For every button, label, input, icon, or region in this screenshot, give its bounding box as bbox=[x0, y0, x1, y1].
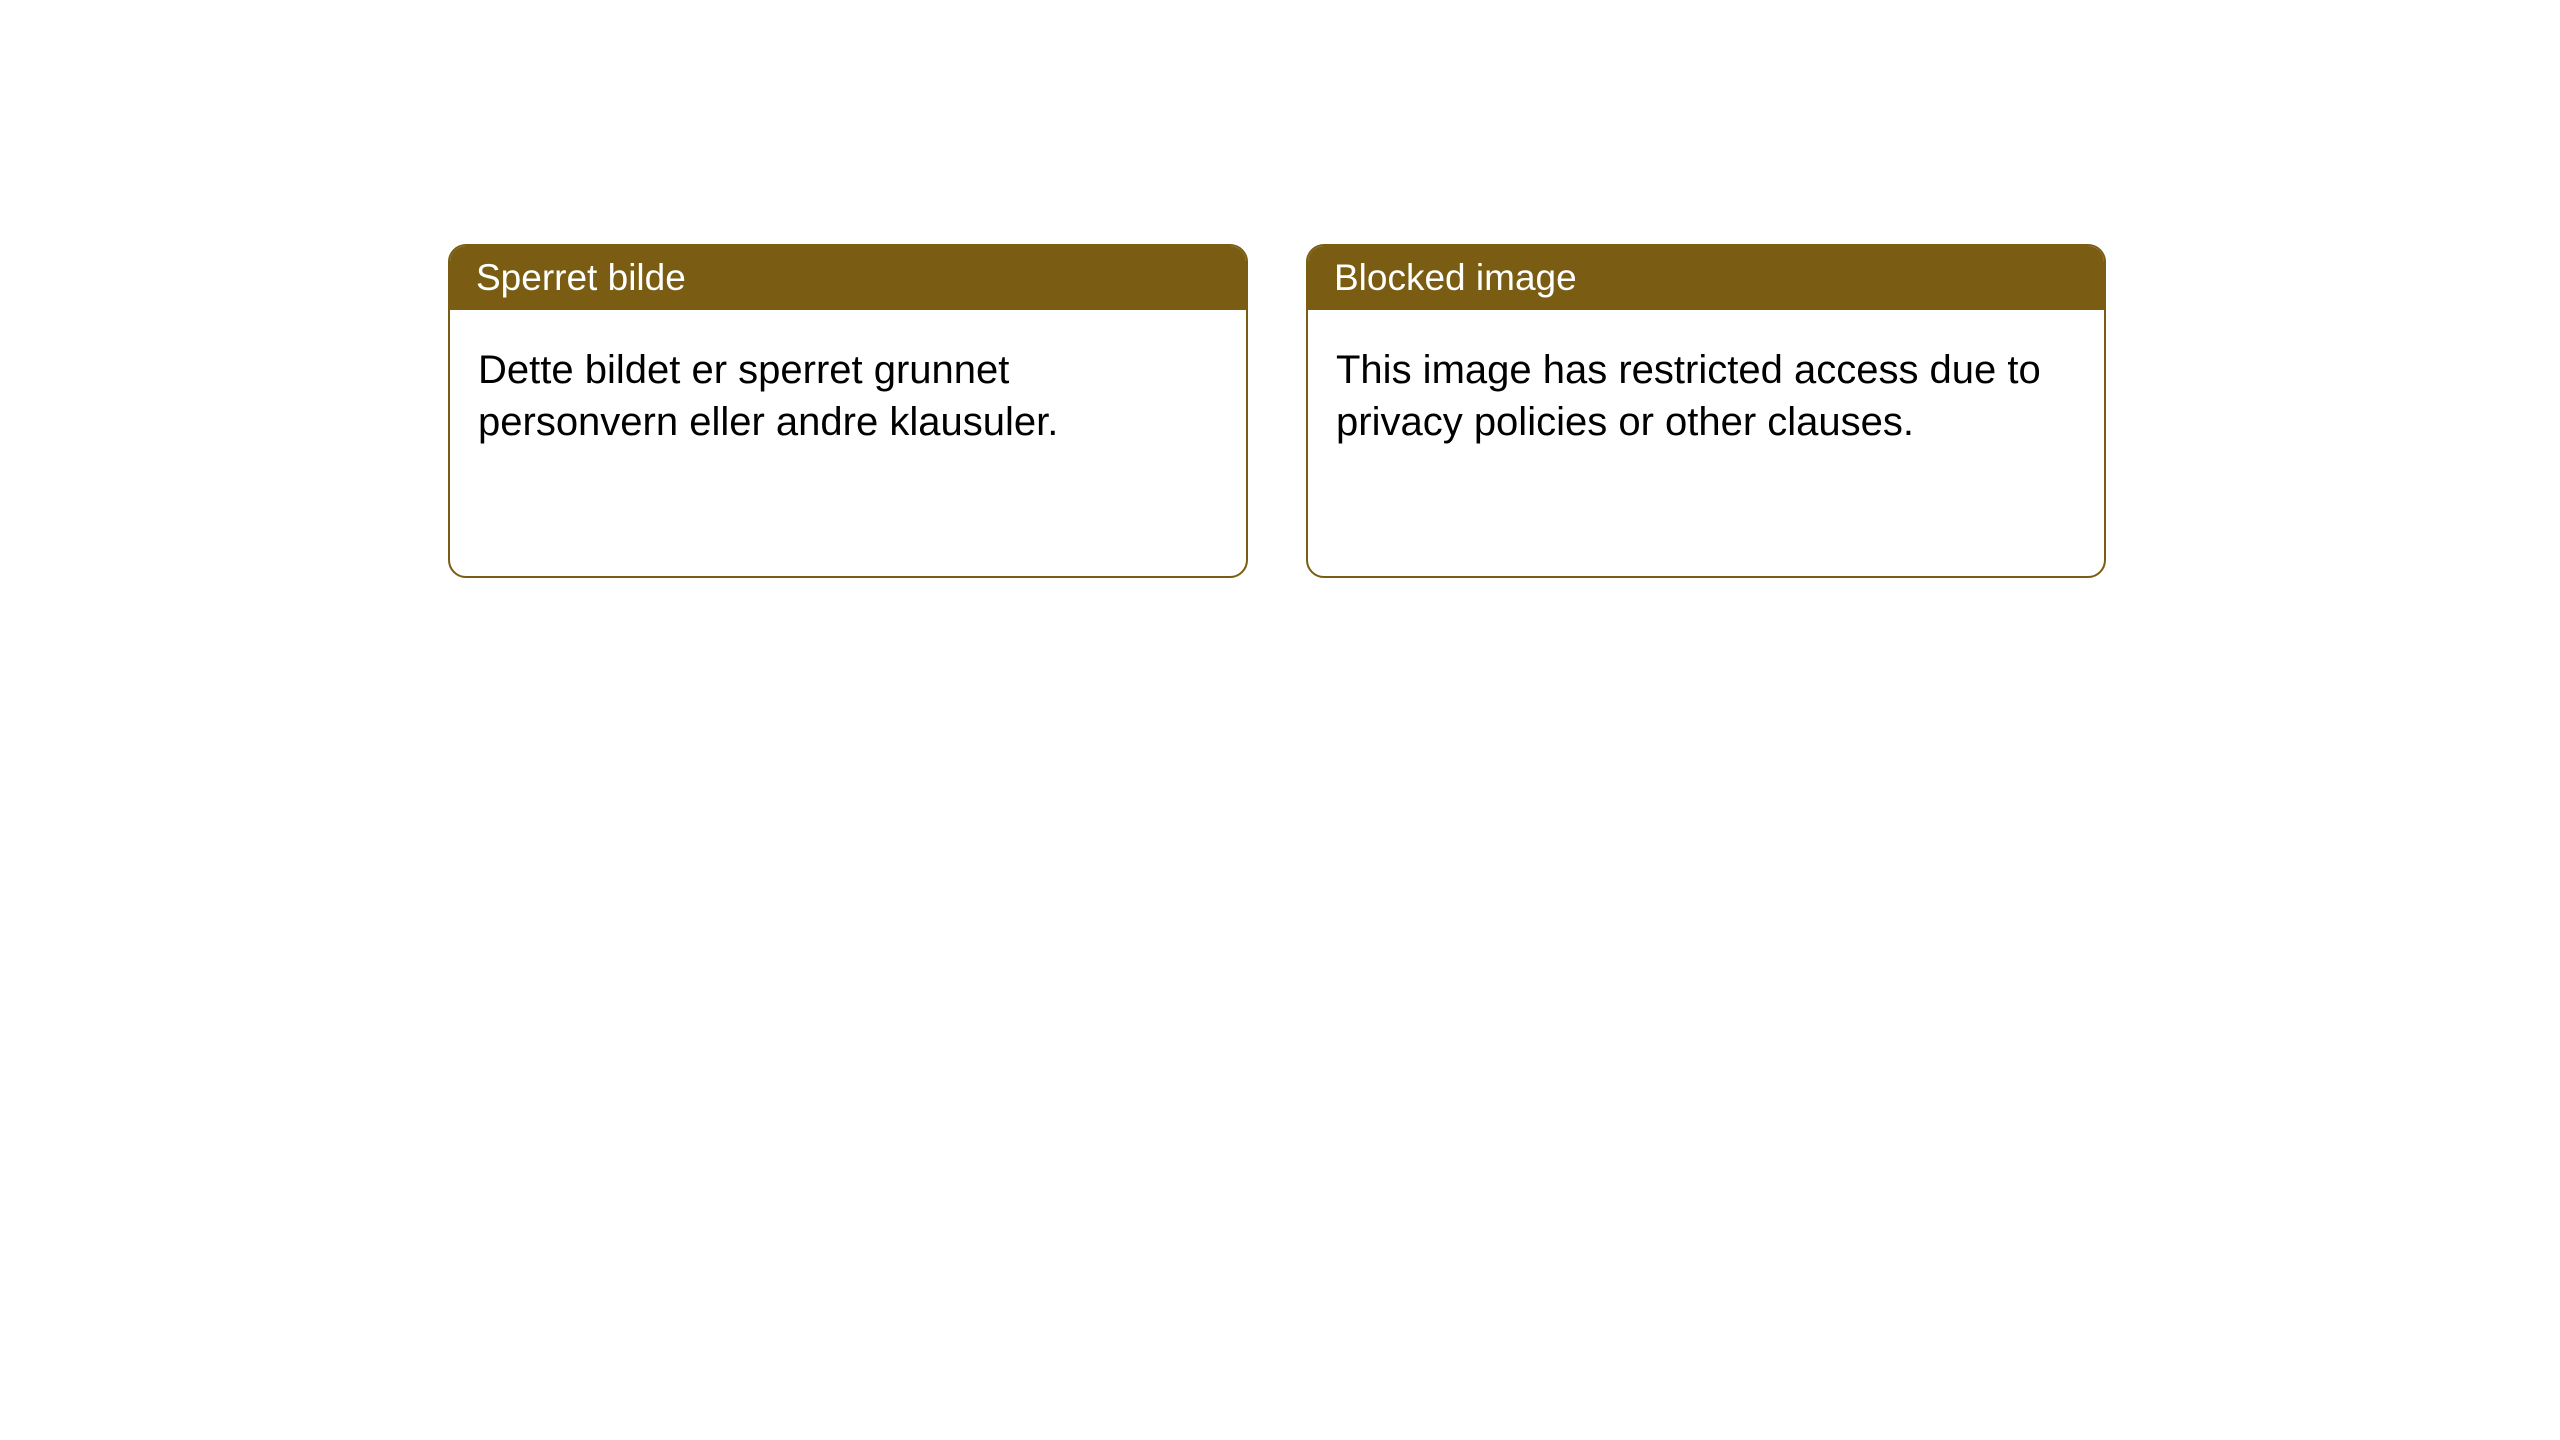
notice-text-english: This image has restricted access due to … bbox=[1336, 348, 2041, 444]
notice-body-english: This image has restricted access due to … bbox=[1308, 310, 2104, 482]
notice-container: Sperret bilde Dette bildet er sperret gr… bbox=[448, 244, 2106, 578]
notice-header-english: Blocked image bbox=[1308, 246, 2104, 310]
notice-header-norwegian: Sperret bilde bbox=[450, 246, 1246, 310]
notice-box-english: Blocked image This image has restricted … bbox=[1306, 244, 2106, 578]
notice-title-english: Blocked image bbox=[1334, 257, 1577, 298]
notice-text-norwegian: Dette bildet er sperret grunnet personve… bbox=[478, 348, 1058, 444]
notice-title-norwegian: Sperret bilde bbox=[476, 257, 686, 298]
notice-body-norwegian: Dette bildet er sperret grunnet personve… bbox=[450, 310, 1246, 482]
notice-box-norwegian: Sperret bilde Dette bildet er sperret gr… bbox=[448, 244, 1248, 578]
